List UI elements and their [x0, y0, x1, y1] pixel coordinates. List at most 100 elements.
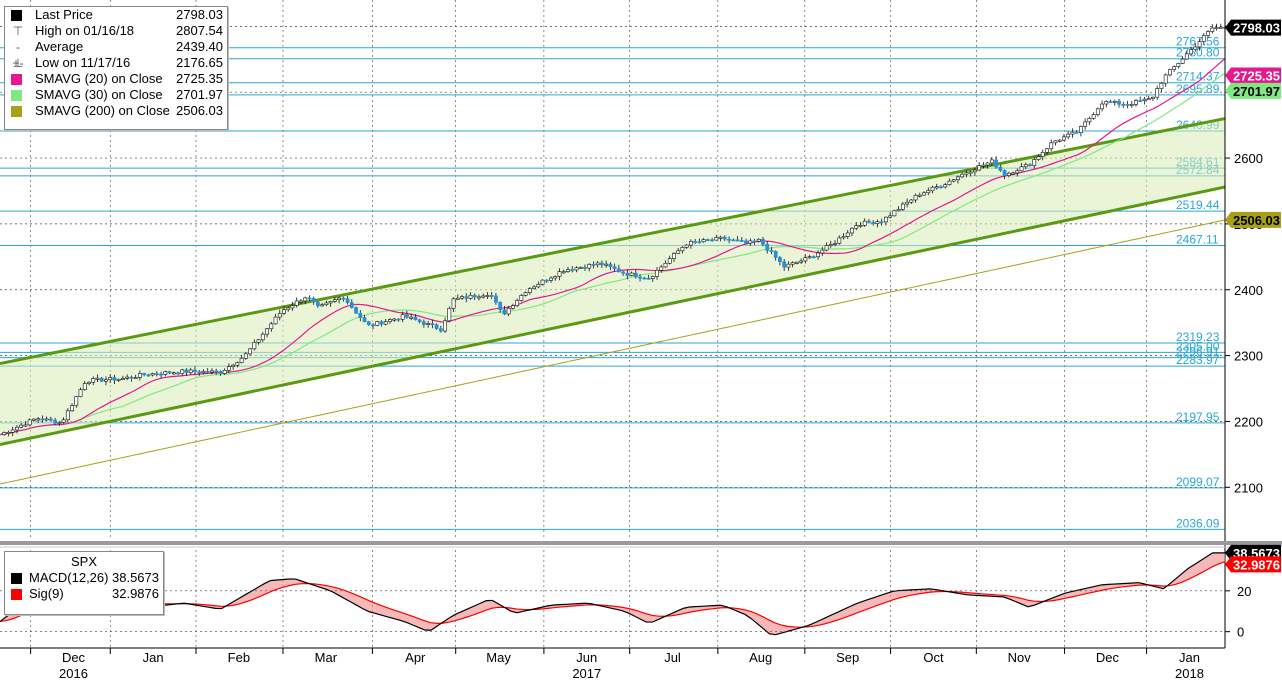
candle-body — [116, 378, 121, 381]
month-label: Jan — [143, 650, 164, 665]
legend-value: 2176.65 — [176, 55, 223, 70]
legend-value: 2725.35 — [176, 71, 223, 86]
channel-lower-line — [0, 185, 1226, 446]
candle-body — [358, 312, 363, 318]
candle-body — [421, 321, 426, 325]
candle-body — [718, 236, 723, 239]
candle-body — [803, 257, 808, 262]
candle-body — [680, 246, 685, 252]
candle-body — [1176, 63, 1181, 67]
candle-body — [426, 323, 431, 325]
candle-body — [604, 263, 609, 266]
candle-body — [252, 342, 257, 350]
candle-body — [53, 419, 58, 424]
candle-body — [235, 362, 240, 366]
candle-body — [125, 376, 130, 379]
candle-body — [731, 239, 736, 242]
candle-body — [438, 328, 443, 332]
candle-body — [875, 221, 880, 224]
candle-body — [1125, 104, 1130, 106]
candle-body — [663, 262, 668, 268]
candle-body — [269, 323, 274, 330]
candle-body — [850, 227, 854, 234]
candle-body — [888, 215, 893, 218]
candle-body — [396, 318, 401, 321]
candle-body — [612, 266, 617, 269]
candle-body — [892, 210, 897, 217]
level-label: 2305.00 — [1176, 339, 1220, 353]
candle-body — [761, 238, 765, 245]
candle-body — [510, 305, 515, 309]
candle-body — [430, 323, 435, 325]
signal-line — [0, 561, 1226, 628]
candle-body — [23, 424, 28, 427]
candle-body — [19, 424, 24, 428]
candle-body — [489, 295, 494, 297]
candle-body — [1074, 131, 1079, 134]
candle-body — [773, 251, 778, 258]
candle-body — [1040, 152, 1045, 157]
candle-body — [40, 418, 45, 421]
candle-body — [498, 301, 503, 311]
candle-body — [197, 371, 202, 374]
candle-body — [112, 377, 117, 381]
legend-label: SMAVG (30) on Close — [35, 87, 163, 102]
candle-body — [214, 370, 219, 373]
candle-body — [1006, 172, 1011, 176]
legend-value: 2807.54 — [176, 23, 223, 38]
candle-body — [201, 371, 206, 374]
year-label: 2016 — [59, 666, 88, 681]
candle-body — [477, 296, 481, 299]
candle-body — [383, 321, 388, 325]
candle-body — [400, 314, 405, 320]
candle-body — [519, 295, 524, 301]
sma20-swatch — [11, 74, 22, 85]
candle-body — [769, 250, 774, 252]
price-tag — [1225, 211, 1281, 228]
price-legend: Last Price 2798.03 ⊤ High on 01/16/18 28… — [4, 6, 228, 130]
candle-body — [1159, 82, 1164, 89]
candle-body — [820, 249, 825, 254]
legend-low: ⊥ Low on 11/17/16 2176.65 — [5, 55, 227, 71]
price-tag-label: 2725.35 — [1233, 69, 1280, 84]
candle-body — [36, 418, 41, 421]
candle-body — [371, 324, 375, 327]
candle-body — [375, 321, 380, 326]
legend-label: Last Price — [35, 7, 93, 22]
price-tick-label: 2300 — [1234, 349, 1263, 364]
candlesticks — [2, 23, 1227, 437]
last-price-swatch — [11, 10, 22, 21]
candle-body — [176, 372, 180, 375]
price-tag-label: 2701.97 — [1233, 84, 1280, 99]
candle-body — [561, 271, 566, 274]
candle-body — [210, 370, 214, 373]
candle-body — [930, 186, 935, 192]
candle-body — [977, 165, 982, 171]
pane-divider-bar — [0, 541, 1282, 545]
candle-body — [451, 298, 456, 309]
candle-body — [341, 297, 346, 300]
legend-value: 2439.40 — [176, 39, 223, 54]
candle-body — [1138, 100, 1143, 102]
candle-body — [574, 267, 579, 271]
candle-body — [705, 239, 710, 242]
candle-body — [1151, 96, 1155, 99]
candle-body — [1134, 100, 1138, 105]
candle-body — [689, 241, 693, 246]
price-tag-label: 2798.03 — [1233, 21, 1280, 36]
candle-body — [485, 295, 490, 297]
candle-body — [913, 194, 918, 201]
month-label: Oct — [923, 650, 944, 665]
candle-body — [362, 317, 367, 322]
candle-body — [858, 225, 863, 227]
candle-body — [1045, 148, 1049, 153]
sma200-line — [0, 219, 1226, 485]
candle-body — [973, 169, 977, 173]
candle-body — [1032, 159, 1037, 166]
candle-body — [951, 179, 956, 182]
legend-value: 2506.03 — [176, 103, 223, 118]
candle-body — [180, 369, 185, 374]
candle-body — [752, 240, 757, 243]
